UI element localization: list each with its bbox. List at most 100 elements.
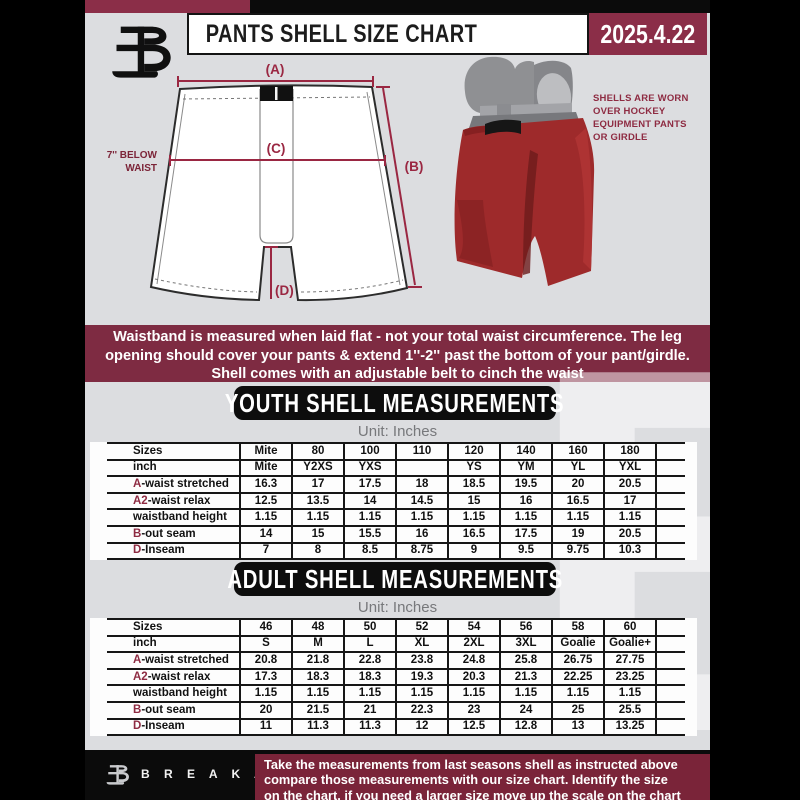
page: B PANTS SHELL SIZE CHART 2025.4.22	[85, 0, 710, 800]
filler-cell	[656, 459, 685, 478]
filler-cell	[656, 652, 685, 670]
size-cell: Y2XS	[292, 459, 345, 478]
table-row: A2-waist relax 17.3 18.3 18.3 19.3 20.3 21.3 22…	[107, 668, 685, 687]
size-cell: 27.75	[604, 652, 657, 670]
size-cell: 21.3	[500, 668, 553, 687]
size-cell: 11.3	[344, 718, 397, 737]
below-waist-label-line2: WAIST	[125, 163, 157, 174]
below-waist-label-line1: 7'' BELOW	[107, 150, 158, 161]
row-label: A-waist stretched	[107, 476, 241, 494]
size-cell: YM	[500, 459, 553, 478]
size-cell: 19.3	[396, 668, 449, 687]
adult-table-panel: Sizes 46 48 50 52 54 56 58 60 inch S M L XL 2XL 3XL Goal…	[90, 618, 697, 737]
waistband-notice-banner: Waistband is measured when laid flat - n…	[85, 325, 710, 382]
row-label: A2-waist relax	[107, 492, 241, 511]
size-cell: 20	[552, 476, 605, 494]
size-cell: Goalie+	[604, 635, 657, 654]
size-cell: 15.5	[344, 525, 397, 544]
size-cell: YS	[448, 459, 501, 478]
size-cell: 1.15	[292, 685, 345, 703]
row-label: B-out seam	[107, 701, 241, 720]
table-row: B-out seam 14 15 15.5 16 16.5 17.5 19 20.5	[107, 525, 685, 544]
table-row: Sizes 46 48 50 52 54 56 58 60	[107, 618, 685, 637]
adult-section-banner: ADULT SHELL MEASUREMENTS	[227, 562, 562, 596]
size-cell: 1.15	[240, 509, 293, 527]
size-cell: 23.8	[396, 652, 449, 670]
row-label-prefix: D	[133, 544, 142, 557]
size-cell: YL	[552, 459, 605, 478]
diagram-label-b: (B)	[405, 159, 424, 174]
size-cell: 15	[448, 492, 501, 511]
row-label-prefix: A2	[133, 494, 148, 507]
filler-cell	[656, 718, 685, 737]
shell-usage-note: SHELLS ARE WORN OVER HOCKEY EQUIPMENT PANT…	[593, 93, 689, 143]
row-label: waistband height	[107, 509, 241, 527]
size-cell: 50	[344, 618, 397, 637]
row-label-prefix: A2	[133, 670, 148, 683]
table-row: Sizes Mite 80 100 110 120 140 160 180	[107, 442, 685, 461]
size-cell: 21.5	[292, 701, 345, 720]
table-row: B-out seam 20 21.5 21 22.3 23 24 25 25.5	[107, 701, 685, 720]
youth-banner-title: YOUTH SHELL MEASUREMENTS	[225, 387, 565, 418]
size-cell: 18.5	[448, 476, 501, 494]
size-cell: XL	[396, 635, 449, 654]
size-cell: 1.15	[448, 685, 501, 703]
size-cell: 14.5	[396, 492, 449, 511]
size-cell: 9	[448, 542, 501, 561]
row-label: Sizes	[107, 618, 241, 637]
table-row: A2-waist relax 12.5 13.5 14 14.5 15 16 16.5 17	[107, 492, 685, 511]
size-cell: 16.3	[240, 476, 293, 494]
breakaway-monogram-icon	[112, 26, 171, 78]
size-cell: 58	[552, 618, 605, 637]
youth-unit-label: Unit: Inches	[357, 423, 438, 440]
size-cell: 1.15	[604, 685, 657, 703]
size-cell: 180	[604, 442, 657, 461]
size-cell: 14	[344, 492, 397, 511]
size-cell: 48	[292, 618, 345, 637]
measure-line-a	[177, 76, 374, 87]
filler-cell	[656, 635, 685, 654]
size-cell: 16	[396, 525, 449, 544]
table-row: waistband height 1.15 1.15 1.15 1.15 1.15 1.15…	[107, 509, 685, 527]
size-cell: 26.75	[552, 652, 605, 670]
size-cell: 120	[448, 442, 501, 461]
measure-line-b	[376, 86, 422, 288]
row-label: D-Inseam	[107, 718, 241, 737]
size-cell: 20.5	[604, 476, 657, 494]
fly-panel	[259, 89, 294, 244]
size-cell: 25	[552, 701, 605, 720]
size-cell: 25.8	[500, 652, 553, 670]
size-cell: 12.5	[240, 492, 293, 511]
size-cell: 19	[552, 525, 605, 544]
diagram-label-d: (D)	[275, 283, 294, 298]
size-cell: 17.5	[500, 525, 553, 544]
size-cell: 8.5	[344, 542, 397, 561]
shorts-measurement-diagram: (A) (B) (C) (D) 7'' BELOW WAIST	[107, 62, 424, 302]
size-cell: Goalie	[552, 635, 605, 654]
size-cell: 11.3	[292, 718, 345, 737]
adult-size-table: Sizes 46 48 50 52 54 56 58 60 inch S M L XL 2XL 3XL Goal…	[107, 618, 685, 737]
size-cell: 19.5	[500, 476, 553, 494]
size-cell: 60	[604, 618, 657, 637]
size-cell: 17.5	[344, 476, 397, 494]
size-cell: 10.3	[604, 542, 657, 561]
youth-section-banner: YOUTH SHELL MEASUREMENTS	[225, 386, 564, 420]
header-black-stripe	[250, 0, 710, 13]
size-cell: 25.5	[604, 701, 657, 720]
size-cell: 13.25	[604, 718, 657, 737]
youth-size-table: Sizes Mite 80 100 110 120 140 160 180 inch Mite Y2X…	[107, 442, 685, 561]
size-cell: 17.3	[240, 668, 293, 687]
diagram-label-c: (C)	[267, 141, 286, 156]
date-text: 2025.4.22	[600, 18, 696, 49]
table-row: A-waist stretched 20.8 21.8 22.8 23.8 24.8 25.…	[107, 652, 685, 670]
size-cell: 16.5	[448, 525, 501, 544]
size-cell: 1.15	[344, 509, 397, 527]
size-cell: 8.75	[396, 542, 449, 561]
size-cell: 52	[396, 618, 449, 637]
size-cell: 22.8	[344, 652, 397, 670]
measure-line-c	[169, 155, 386, 166]
size-cell: Mite	[240, 442, 293, 461]
size-cell: 12	[396, 718, 449, 737]
diagram-label-a: (A)	[266, 62, 285, 77]
